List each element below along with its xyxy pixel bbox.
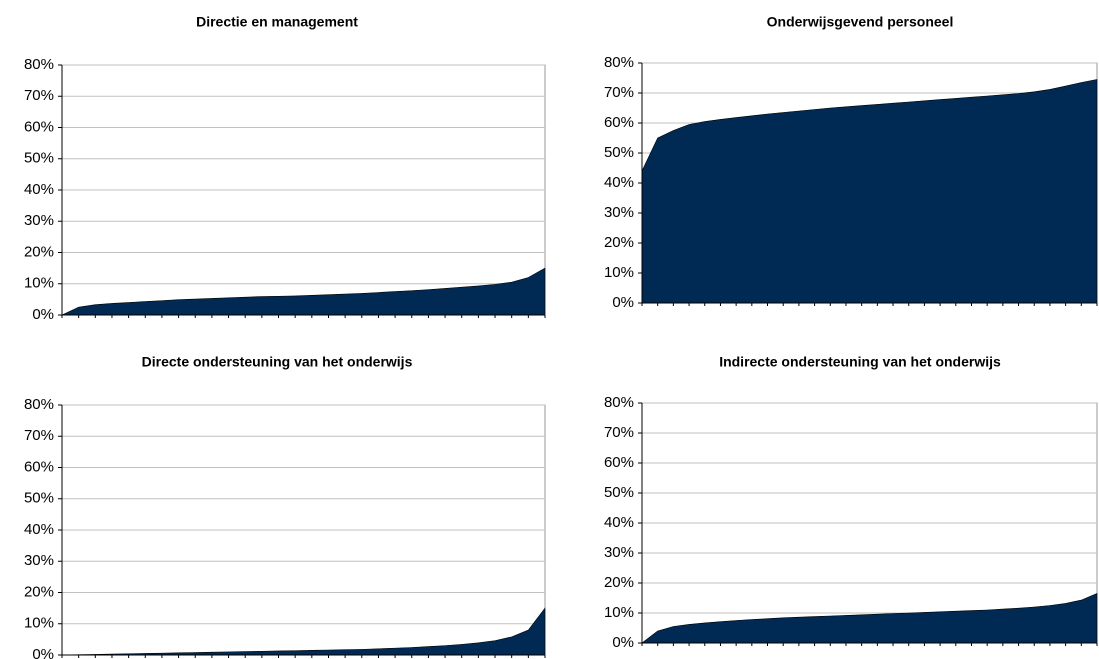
y-tick-label: 60% [604, 114, 634, 131]
y-tick-label: 50% [604, 144, 634, 161]
y-tick-label: 40% [24, 521, 54, 538]
y-tick-label: 60% [604, 454, 634, 471]
y-tick-label: 50% [604, 484, 634, 501]
y-tick-label: 80% [604, 394, 634, 411]
y-tick-label: 40% [604, 174, 634, 191]
y-tick-label: 0% [612, 634, 634, 651]
y-tick-label: 50% [24, 150, 54, 167]
area [61, 607, 546, 656]
y-tick-label: 10% [24, 275, 54, 292]
y-tick-label: 20% [24, 243, 54, 260]
area [641, 593, 1098, 644]
y-tick-label: 60% [24, 118, 54, 135]
y-tick-label: 80% [24, 396, 54, 413]
y-tick-label: 50% [24, 490, 54, 507]
y-tick-label: 70% [24, 427, 54, 444]
y-tick-label: 10% [24, 615, 54, 632]
area [641, 79, 1098, 304]
y-tick-label: 70% [604, 84, 634, 101]
y-tick-label: 10% [604, 604, 634, 621]
y-tick-label: 80% [24, 56, 54, 73]
y-tick-label: 30% [604, 204, 634, 221]
area [61, 267, 546, 316]
y-tick-label: 30% [604, 544, 634, 561]
y-tick-label: 70% [24, 87, 54, 104]
y-tick-label: 20% [604, 574, 634, 591]
y-tick-label: 20% [24, 583, 54, 600]
chart-title: Directie en management [196, 14, 358, 30]
y-tick-label: 0% [32, 306, 54, 323]
chart-title: Indirecte ondersteuning van het onderwij… [719, 354, 1001, 370]
y-tick-label: 70% [604, 424, 634, 441]
y-tick-label: 0% [32, 646, 54, 659]
y-tick-label: 40% [604, 514, 634, 531]
y-tick-label: 30% [24, 552, 54, 569]
y-tick-label: 20% [604, 234, 634, 251]
chart-title: Directe ondersteuning van het onderwijs [142, 354, 413, 370]
y-tick-label: 30% [24, 212, 54, 229]
y-tick-label: 0% [612, 294, 634, 311]
y-tick-label: 40% [24, 181, 54, 198]
y-tick-label: 10% [604, 264, 634, 281]
chart-title: Onderwijsgevend personeel [767, 14, 954, 30]
y-tick-label: 60% [24, 458, 54, 475]
y-tick-label: 80% [604, 54, 634, 71]
